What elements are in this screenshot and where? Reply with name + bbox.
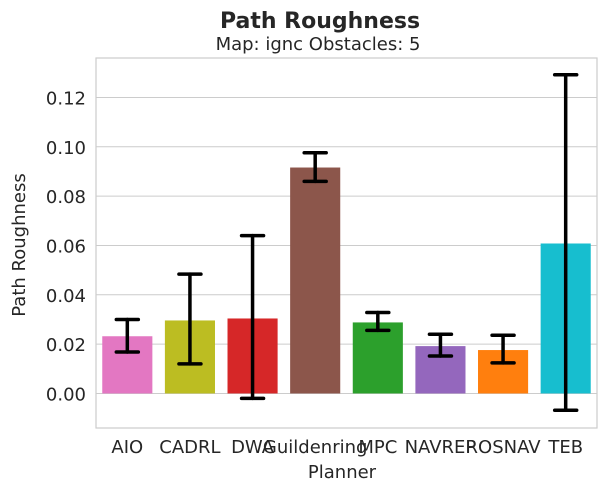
chart-title: Path Roughness (220, 9, 420, 34)
error-bar (365, 310, 391, 333)
x-tick-label: DWA (231, 437, 275, 458)
x-tick-label: TEB (547, 437, 583, 458)
y-tick-label: 0.10 (46, 138, 86, 159)
x-tick-label: Guildenring (263, 437, 368, 458)
y-tick-label: 0.06 (46, 236, 86, 257)
y-tick-label: 0.02 (46, 335, 86, 356)
bar (352, 322, 403, 394)
error-bar (427, 332, 454, 358)
y-tick-labels: 0.00 0.02 0.04 0.06 0.08 0.10 0.12 (46, 88, 86, 405)
y-tick-label: 0.12 (46, 88, 86, 109)
y-tick-label: 0.00 (46, 384, 86, 405)
chart-subtitle: Map: ignc Obstacles: 5 (216, 34, 421, 55)
y-axis-label: Path Roughness (9, 173, 30, 316)
error-bar (114, 317, 141, 354)
error-bar (302, 150, 328, 184)
error-bar (177, 272, 203, 366)
x-tick-label: AIO (111, 437, 143, 458)
error-bars (114, 73, 579, 412)
bar (290, 167, 341, 394)
y-tick-label: 0.08 (46, 187, 86, 208)
bars (102, 167, 591, 394)
x-tick-label: MPC (358, 437, 397, 458)
error-bar (239, 233, 266, 401)
error-bar (552, 73, 579, 412)
x-tick-label: ROSNAV (466, 437, 542, 458)
error-bar (490, 333, 516, 365)
plot-frame (95, 57, 598, 429)
x-tick-label: NAVREP (405, 437, 477, 458)
x-tick-label: CADRL (159, 437, 220, 458)
y-tick-label: 0.04 (46, 286, 86, 307)
x-axis-label: Planner (308, 462, 377, 483)
